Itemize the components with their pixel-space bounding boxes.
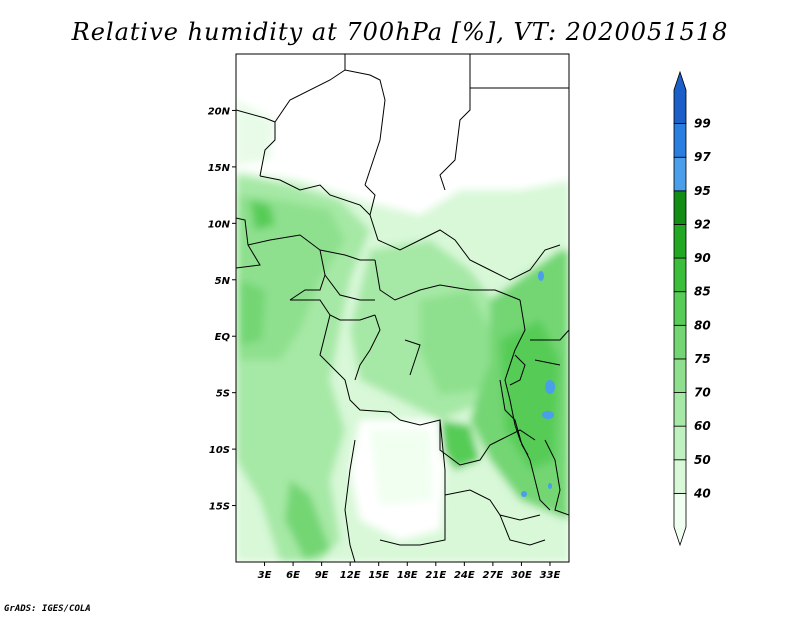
blue-patch <box>548 483 552 489</box>
colorbar-segment <box>673 291 687 326</box>
colorbar-label: 90 <box>694 251 711 265</box>
blue-patch <box>542 411 554 419</box>
map-frame <box>235 53 570 563</box>
lat-label: 15S <box>209 502 230 513</box>
lat-label: 15N <box>208 163 231 174</box>
colorbar-segment <box>673 224 687 259</box>
country-borders <box>236 54 569 562</box>
lon-label: 30E <box>511 570 532 581</box>
lon-label: 6E <box>286 570 300 581</box>
lon-label: 24E <box>454 570 475 581</box>
lat-label: 10N <box>208 219 231 230</box>
blue-patch <box>538 271 544 281</box>
colorbar-label: 92 <box>694 217 711 231</box>
lon-label: 21E <box>425 570 446 581</box>
map-title: Relative humidity at 700hPa [%], VT: 202… <box>71 18 729 46</box>
lon-label: 15E <box>368 570 389 581</box>
colorbar-label: 85 <box>694 285 711 299</box>
lon-label: 12E <box>340 570 361 581</box>
colorbar-label: 80 <box>694 318 711 332</box>
blue-patch <box>521 491 527 497</box>
colorbar-segment <box>673 459 687 494</box>
lon-label: 33E <box>540 570 561 581</box>
colorbar-label: 99 <box>694 117 711 131</box>
colorbar-segment <box>673 123 687 158</box>
lat-label: 5N <box>215 276 231 287</box>
colorbar-segment <box>673 257 687 293</box>
lat-label: EQ <box>215 332 231 343</box>
colorbar-segment <box>673 324 687 360</box>
humidity-field <box>236 54 569 562</box>
colorbar-label: 97 <box>694 150 711 164</box>
colorbar-label: 75 <box>694 352 711 366</box>
latitude-axis: 20N 15N 10N 5N EQ 5S 10S 15S <box>208 106 236 513</box>
colorbar-label: 40 <box>693 486 711 500</box>
lon-label: 9E <box>315 570 329 581</box>
lat-label: 10S <box>209 445 230 456</box>
longitude-axis: 3E 6E 9E 12E 15E 18E 21E 24E 27E 30E 33E <box>258 562 561 581</box>
lat-label: 20N <box>208 106 231 117</box>
colorbar-segment <box>673 392 687 427</box>
colorbar-label: 70 <box>694 386 711 400</box>
colorbar: 40 50 60 70 75 80 85 90 92 95 97 99 <box>673 70 711 547</box>
lon-label: 18E <box>397 570 418 581</box>
colorbar-segment <box>673 190 687 225</box>
colorbar-label: 60 <box>694 419 711 433</box>
colorbar-segment <box>673 425 687 461</box>
footer-credit: GrADS: IGES/COLA <box>4 604 91 614</box>
colorbar-segment <box>673 358 687 393</box>
colorbar-segment <box>673 70 687 125</box>
lon-label: 3E <box>258 570 272 581</box>
lat-label: 5S <box>216 389 230 400</box>
colorbar-label: 95 <box>694 184 711 198</box>
blue-patch <box>545 380 555 394</box>
colorbar-segment <box>673 156 687 192</box>
colorbar-label: 50 <box>694 453 711 467</box>
colorbar-segment <box>673 492 687 547</box>
lon-label: 27E <box>483 570 504 581</box>
